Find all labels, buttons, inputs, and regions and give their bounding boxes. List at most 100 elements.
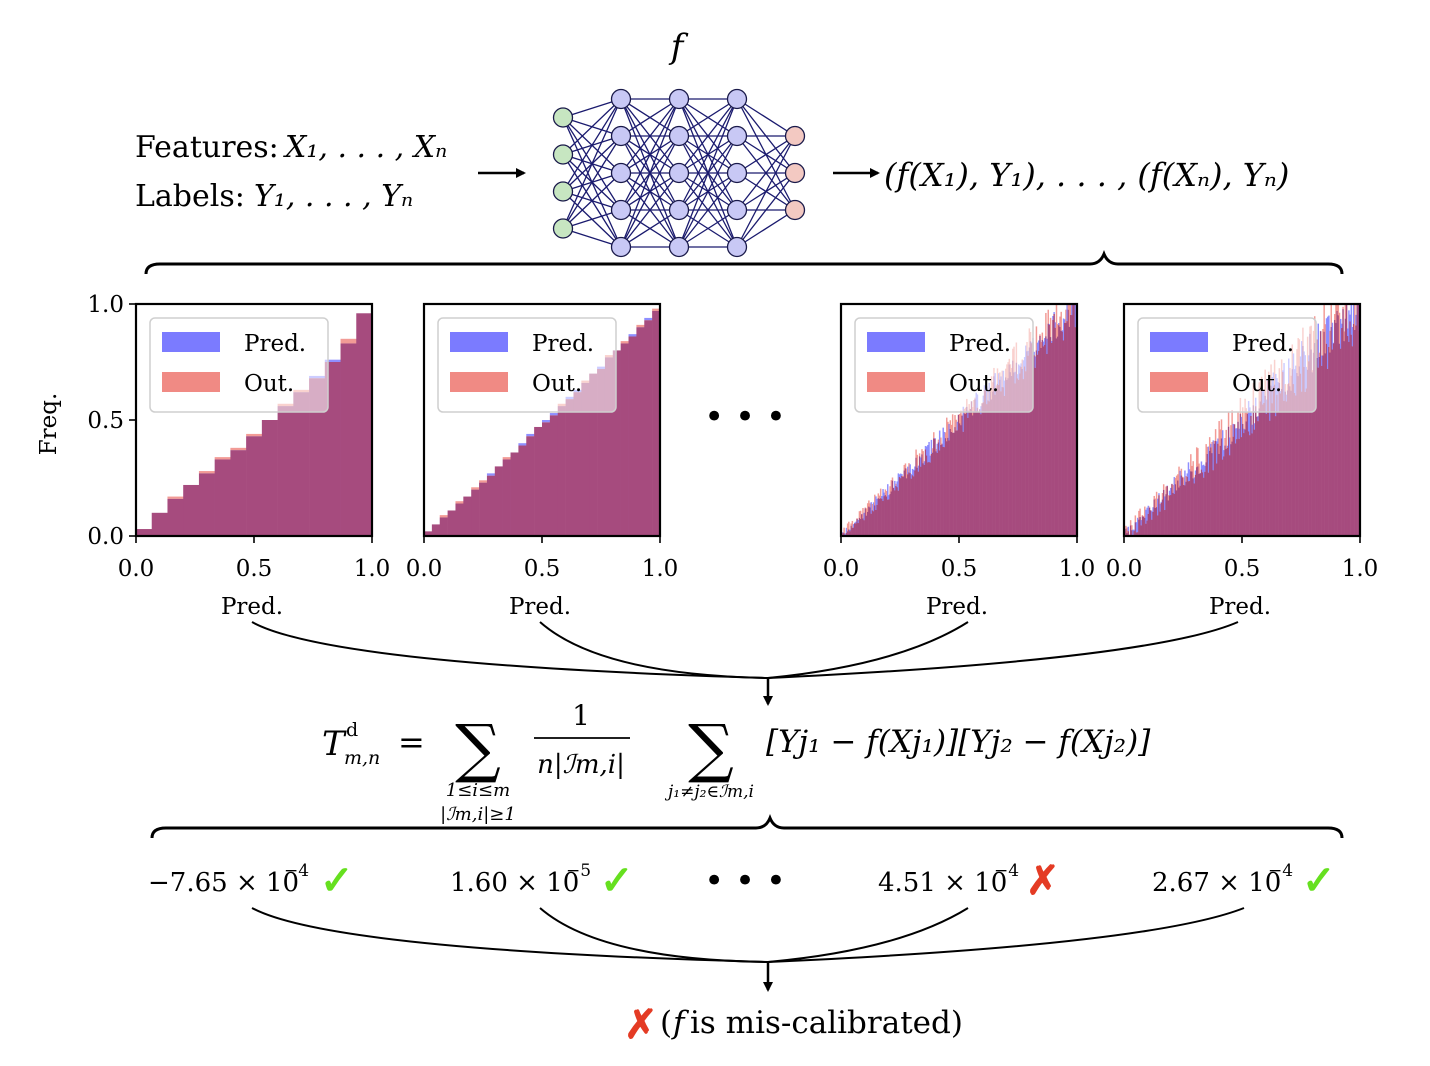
overlap-bar: [1326, 368, 1329, 536]
overlap-bar: [1043, 344, 1046, 536]
pred-bar: [948, 423, 950, 441]
overlap-bar: [1015, 362, 1018, 536]
sum-inner-index: j₁≠j₂∈ℐm,i: [664, 782, 754, 802]
overlap-bar: [1208, 450, 1211, 536]
overlap-bar: [885, 496, 888, 536]
overlap-bar: [136, 529, 153, 536]
overlap-bar: [944, 438, 947, 536]
overlap-bar: [1045, 336, 1047, 536]
overlap-bar: [230, 450, 247, 536]
overlap-bar: [982, 402, 985, 536]
pred-bar: [882, 489, 884, 502]
out-bar: [1055, 304, 1058, 339]
network-edge: [736, 98, 796, 137]
x-tick-label: 1.0: [354, 556, 391, 582]
out-bar: [951, 414, 954, 433]
out-bar: [904, 463, 907, 469]
pred-bar: [542, 420, 551, 423]
overlap-bar: [1060, 330, 1062, 536]
overlap-bar: [526, 436, 535, 536]
overlap-bar: [1355, 325, 1357, 536]
out-bar: [1197, 448, 1199, 467]
overlap-bar: [1269, 420, 1271, 536]
pred-bar: [1236, 428, 1238, 440]
overlap-bar: [951, 432, 954, 536]
overlap-bar: [889, 493, 891, 536]
histogram-chart: 0.0 0.5 1.0 Pred. Pred. Out.: [1106, 302, 1378, 620]
overlap-bar: [1298, 366, 1301, 536]
overlap-bar: [1201, 472, 1204, 536]
legend: Pred. Out.: [149, 317, 329, 413]
overlap-bar: [1138, 519, 1140, 536]
overlap-bar: [1033, 355, 1035, 536]
pred-bar: [1321, 355, 1323, 366]
overlap-bar: [1306, 369, 1309, 536]
overlap-bar: [424, 531, 433, 536]
pred-bar: [914, 466, 916, 471]
out-bar: [1142, 515, 1145, 517]
network-edge: [736, 135, 796, 174]
overlap-bar: [1305, 388, 1308, 536]
overlap-bar: [340, 343, 357, 536]
pred-bar: [1240, 416, 1243, 438]
overlap-bar: [969, 408, 972, 536]
overlap-bar: [463, 496, 472, 536]
out-bar: [935, 448, 937, 452]
overlap-bar: [1348, 341, 1350, 536]
out-bar: [636, 324, 645, 328]
overlap-bar: [976, 407, 979, 536]
sum-symbol-outer: ∑: [455, 712, 501, 786]
overlap-bar: [1218, 453, 1220, 536]
overlap-bar: [1234, 443, 1237, 536]
overlap-bar: [845, 532, 848, 536]
results-to-conclusion-connectors: [251, 907, 1245, 963]
out-bar: [1316, 339, 1318, 358]
x-tick-label: 0.0: [406, 556, 443, 582]
overlap-bar: [1210, 447, 1212, 536]
overlap-bar: [581, 382, 590, 536]
overlap-bar: [1273, 384, 1276, 536]
connector-curve: [767, 621, 969, 679]
overlap-bar: [1214, 440, 1217, 536]
legend-swatch-out: [450, 372, 508, 392]
pred-bar: [1159, 503, 1161, 512]
pred-bar: [1147, 505, 1150, 514]
result-value: −7.65 × 10: [148, 868, 299, 898]
overlap-bar: [1254, 406, 1257, 536]
overlap-bar: [1224, 445, 1226, 536]
out-bar: [198, 471, 215, 474]
charts-ellipsis: • • •: [704, 397, 786, 437]
overlap-bar: [914, 470, 916, 536]
overlap-bar: [1280, 388, 1283, 536]
pred-bar: [1234, 428, 1237, 444]
pred-bar: [901, 474, 903, 476]
out-bar: [1213, 440, 1216, 444]
hidden-neuron: [726, 236, 748, 258]
overlap-bar: [977, 411, 980, 536]
out-bar: [921, 449, 923, 455]
pred-bar: [1194, 470, 1197, 475]
out-bar: [1155, 491, 1158, 508]
overlap-bar: [1025, 371, 1027, 536]
overlap-bar: [859, 518, 862, 536]
overlap-bar: [1259, 401, 1262, 536]
overlap-bar: [1159, 511, 1161, 536]
overlap-bar: [1166, 486, 1168, 536]
overlap-bar: [910, 478, 913, 536]
overlap-bar: [1184, 485, 1186, 536]
overlap-bar: [1325, 343, 1328, 536]
out-bar: [502, 457, 511, 460]
pred-bar: [1238, 428, 1240, 439]
features-vars: X₁, . . . , Xₙ: [283, 130, 447, 165]
pred-bar: [1201, 465, 1204, 473]
out-bar: [1246, 412, 1249, 414]
overlap-bar: [612, 350, 621, 536]
network-edge: [620, 172, 680, 248]
overlap-bar: [1295, 395, 1297, 536]
overlap-bar: [857, 523, 859, 536]
pred-bar: [1042, 341, 1045, 347]
overlap-bar: [858, 517, 861, 536]
overlap-bar: [1034, 367, 1036, 536]
pred-bar: [1325, 318, 1328, 344]
out-bar: [955, 419, 957, 431]
